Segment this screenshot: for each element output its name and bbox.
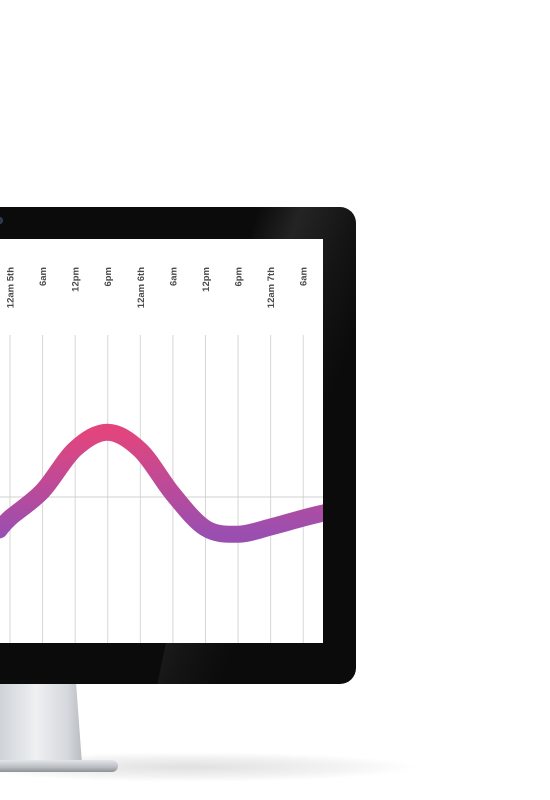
monitor-screen: 12am 5th 6am 12pm 6pm 12am 6th 6am 12pm 6pm 12am… — [0, 239, 323, 643]
series-line — [0, 423, 323, 543]
monitor-stand — [0, 682, 82, 764]
x-tick-label: 12pm — [201, 267, 212, 292]
x-tick-label: 12pm — [71, 267, 82, 292]
x-tick-label: 6am — [299, 267, 310, 286]
x-tick-label: 6am — [38, 267, 49, 286]
tide-chart: 12am 5th 6am 12pm 6pm 12am 6th 6am 12pm 6pm 12am… — [0, 267, 323, 643]
x-tick-label: 12am 6th — [136, 267, 147, 308]
monitor-stand-base — [0, 760, 118, 772]
camera-icon — [0, 217, 3, 224]
x-axis-labels: 12am 5th 6am 12pm 6pm 12am 6th 6am 12pm 6pm 12am… — [6, 267, 310, 308]
gridlines — [9, 335, 304, 643]
x-tick-label: 6pm — [234, 267, 245, 287]
x-tick-label: 6pm — [103, 267, 114, 287]
x-tick-label: 12am 7th — [266, 267, 277, 308]
x-tick-label: 12am 5th — [6, 267, 17, 308]
x-tick-label: 6am — [168, 267, 179, 286]
